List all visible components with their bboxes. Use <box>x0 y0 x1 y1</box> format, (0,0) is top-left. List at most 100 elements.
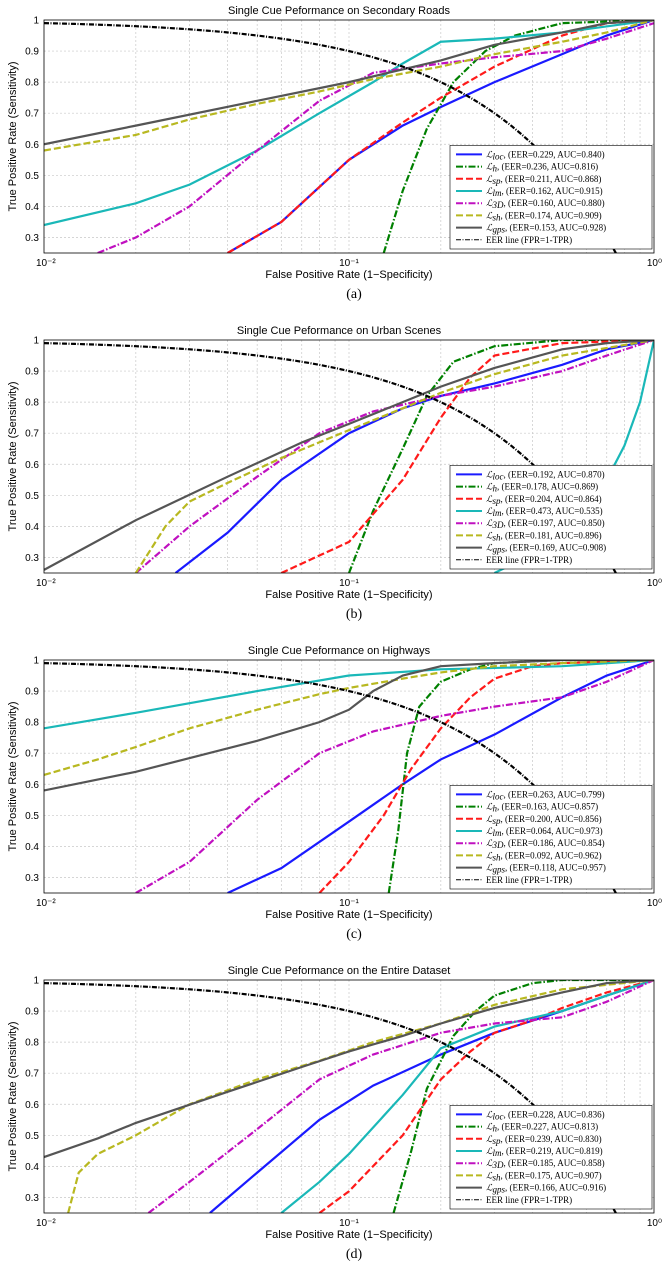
legend-entry: EER line (FPR=1-TPR) <box>486 235 572 245</box>
x-tick-label: 10⁰ <box>647 578 662 589</box>
series-line <box>318 660 654 893</box>
legend-entry: ℒlm, (EER=0.064, AUC=0.973) <box>486 826 603 838</box>
y-axis-label: True Positive Rate (Sensitivity) <box>7 62 19 212</box>
chart-title: Single Cue Peformance on the Entire Data… <box>228 965 451 977</box>
legend-box <box>449 1105 653 1210</box>
x-tick-label: 10⁰ <box>647 1218 662 1229</box>
legend-entry: ℒloc, (EER=0.228, AUC=0.836) <box>486 1109 605 1121</box>
chart-title: Single Cue Peformance on Urban Scenes <box>237 325 442 337</box>
legend-entry: ℒgps, (EER=0.166, AUC=0.916) <box>486 1183 606 1195</box>
x-tick-label: 10⁻² <box>36 258 56 269</box>
legend-entry: ℒsh, (EER=0.181, AUC=0.896) <box>486 530 602 542</box>
y-tick-label: 0.9 <box>25 367 39 378</box>
y-tick-label: 1 <box>33 16 39 27</box>
y-tick-label: 0.7 <box>25 109 39 120</box>
series-line <box>392 980 654 1213</box>
chart-title: Single Cue Peformance on Highways <box>248 645 431 657</box>
series-line <box>44 20 654 146</box>
legend-entry: ℒsp, (EER=0.239, AUC=0.830) <box>486 1134 602 1146</box>
grid <box>44 980 654 1213</box>
legend-entry: ℒ3D, (EER=0.185, AUC=0.858) <box>486 1158 605 1170</box>
series-group <box>44 20 654 253</box>
series-line <box>44 340 654 571</box>
y-tick-label: 0.7 <box>25 749 39 760</box>
y-tick-label: 0.4 <box>25 1162 39 1173</box>
legend-entry: EER line (FPR=1-TPR) <box>486 875 572 885</box>
y-tick-label: 0.4 <box>25 522 39 533</box>
series-line <box>44 980 654 1159</box>
y-tick-label: 0.6 <box>25 140 39 151</box>
plot-frame <box>43 659 655 894</box>
legend: ℒloc, (EER=0.263, AUC=0.799)ℒh, (EER=0.1… <box>449 785 653 890</box>
legend-entry: EER line (FPR=1-TPR) <box>486 555 572 565</box>
chart-panel-entire-dataset: 0.3 0.4 0.5 0.6 0.7 0.8 0.9 1 10⁻² 10⁻¹ 10⁰ Single … <box>0 960 663 1280</box>
y-tick-label: 0.6 <box>25 1100 39 1111</box>
x-tick-label: 10⁻² <box>36 898 56 909</box>
y-tick-label: 0.7 <box>25 1069 39 1080</box>
series-group <box>44 660 654 893</box>
chart-panel-urban-scenes: 0.3 0.4 0.5 0.6 0.7 0.8 0.9 1 10⁻² 10⁻¹ 10⁰ Single … <box>0 320 663 640</box>
legend-entry: ℒh, (EER=0.163, AUC=0.857) <box>486 802 598 814</box>
legend-entry: ℒloc, (EER=0.263, AUC=0.799) <box>486 789 605 801</box>
series-line <box>347 340 654 573</box>
series-line <box>67 980 654 1213</box>
series-group <box>44 980 654 1213</box>
x-tick-label: 10⁰ <box>647 898 662 909</box>
legend: ℒloc, (EER=0.228, AUC=0.836)ℒh, (EER=0.2… <box>449 1105 653 1210</box>
legend-entry: ℒsh, (EER=0.092, AUC=0.962) <box>486 850 602 862</box>
series-line <box>44 20 654 227</box>
y-tick-label: 0.9 <box>25 687 39 698</box>
roc-chart: 0.3 0.4 0.5 0.6 0.7 0.8 0.9 1 10⁻² 10⁻¹ 10⁰ Single … <box>7 965 662 1262</box>
series-group <box>44 340 654 573</box>
y-tick-label: 0.9 <box>25 1007 39 1018</box>
legend-entry: ℒ3D, (EER=0.186, AUC=0.854) <box>486 838 605 850</box>
y-tick-label: 0.5 <box>25 491 39 502</box>
y-tick-label: 0.3 <box>25 233 39 244</box>
figure-caption: (c) <box>346 927 362 942</box>
legend-entry: ℒlm, (EER=0.219, AUC=0.819) <box>486 1146 603 1158</box>
y-tick-label: 0.5 <box>25 1131 39 1142</box>
legend: ℒloc, (EER=0.229, AUC=0.840)ℒh, (EER=0.2… <box>449 145 653 250</box>
series-line <box>318 980 654 1213</box>
legend-entry: ℒgps, (EER=0.169, AUC=0.908) <box>486 543 606 555</box>
legend-entry: ℒ3D, (EER=0.160, AUC=0.880) <box>486 198 605 210</box>
legend-entry: ℒsp, (EER=0.211, AUC=0.868) <box>486 174 601 186</box>
legend-entry: ℒh, (EER=0.227, AUC=0.813) <box>486 1122 598 1134</box>
legend-entry: ℒsh, (EER=0.174, AUC=0.909) <box>486 210 602 222</box>
y-tick-label: 0.4 <box>25 842 39 853</box>
legend-entry: ℒlm, (EER=0.473, AUC=0.535) <box>486 506 603 518</box>
legend-entry: ℒgps, (EER=0.118, AUC=0.957) <box>486 863 606 875</box>
y-tick-label: 0.5 <box>25 171 39 182</box>
figure-caption: (b) <box>346 607 363 622</box>
series-line <box>280 340 654 573</box>
plot-frame <box>43 339 655 574</box>
series-line <box>135 660 654 893</box>
y-axis-label: True Positive Rate (Sensitivity) <box>7 1022 19 1172</box>
y-tick-label: 1 <box>33 976 39 987</box>
y-tick-label: 0.8 <box>25 718 39 729</box>
x-tick-label: 10⁻¹ <box>339 1218 359 1229</box>
y-tick-label: 0.4 <box>25 202 39 213</box>
y-axis-label: True Positive Rate (Sensitivity) <box>7 382 19 532</box>
series-line <box>97 22 654 253</box>
y-tick-label: 0.8 <box>25 398 39 409</box>
y-tick-label: 0.3 <box>25 1193 39 1204</box>
legend-entry: ℒlm, (EER=0.162, AUC=0.915) <box>486 186 603 198</box>
chart-panel-highways: 0.3 0.4 0.5 0.6 0.7 0.8 0.9 1 10⁻² 10⁻¹ 10⁰ Single … <box>0 640 663 960</box>
legend: ℒloc, (EER=0.192, AUC=0.870)ℒh, (EER=0.1… <box>449 465 653 570</box>
x-tick-label: 10⁻¹ <box>339 578 359 589</box>
y-tick-label: 0.3 <box>25 553 39 564</box>
plot-frame <box>43 979 655 1214</box>
x-tick-label: 10⁻² <box>36 578 56 589</box>
chart-title: Single Cue Peformance on Secondary Roads <box>228 5 450 17</box>
series-line <box>227 660 654 893</box>
y-tick-label: 0.3 <box>25 873 39 884</box>
y-tick-label: 0.9 <box>25 47 39 58</box>
legend-entry: ℒsp, (EER=0.200, AUC=0.856) <box>486 814 602 826</box>
legend-entry: ℒloc, (EER=0.192, AUC=0.870) <box>486 469 605 481</box>
roc-chart: 0.3 0.4 0.5 0.6 0.7 0.8 0.9 1 10⁻² 10⁻¹ 10⁰ Single … <box>7 325 662 622</box>
x-tick-label: 10⁻¹ <box>339 258 359 269</box>
figure-caption: (d) <box>346 1247 363 1262</box>
legend-entry: ℒh, (EER=0.236, AUC=0.816) <box>486 162 598 174</box>
plot-frame <box>43 19 655 254</box>
